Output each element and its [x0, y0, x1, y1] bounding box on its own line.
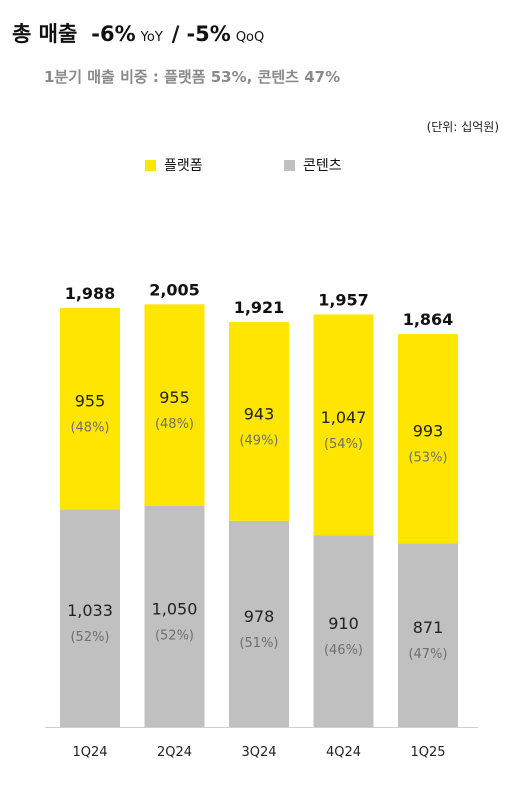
value-label-content-1Q24: 1,033	[67, 601, 113, 620]
x-tick-4Q24: 4Q24	[326, 745, 361, 760]
legend-label-platform: 플랫폼	[164, 158, 203, 174]
pct-label-platform-1Q25: (53%)	[408, 451, 447, 466]
legend-swatch-platform	[145, 159, 156, 171]
pct-label-content-2Q24: (52%)	[155, 628, 194, 643]
pct-label-content-4Q24: (46%)	[324, 643, 363, 658]
bar-platform-4Q24	[313, 314, 374, 536]
value-label-content-2Q24: 1,050	[152, 599, 198, 618]
value-label-content-3Q24: 978	[244, 607, 275, 626]
legend-item-platform: 플랫폼	[145, 155, 203, 175]
pct-label-platform-2Q24: (48%)	[155, 417, 194, 432]
unit-label: (단위: 십억원)	[426, 120, 499, 134]
value-label-platform-2Q24: 955	[159, 388, 190, 407]
pct-label-content-1Q24: (52%)	[70, 630, 109, 645]
value-label-content-4Q24: 910	[328, 614, 359, 633]
x-tick-1Q24: 1Q24	[72, 745, 107, 760]
chart-title: 총 매출 -6% YoY / -5% QoQ	[12, 18, 264, 52]
pct-label-content-3Q24: (51%)	[239, 636, 278, 651]
qoq-value: -5%	[186, 22, 231, 46]
total-label-1Q24: 1,988	[65, 284, 116, 303]
value-label-platform-1Q24: 955	[75, 392, 106, 411]
total-label-3Q24: 1,921	[234, 298, 285, 317]
legend-label-content: 콘텐츠	[303, 158, 342, 174]
legend-item-content: 콘텐츠	[284, 155, 342, 175]
bar-content-3Q24	[229, 520, 289, 727]
value-label-platform-3Q24: 943	[244, 404, 275, 423]
total-label-2Q24: 2,005	[149, 280, 200, 299]
value-label-content-1Q25: 871	[413, 618, 444, 637]
bar-content-1Q25	[398, 543, 458, 727]
total-label-1Q25: 1,864	[403, 310, 454, 329]
pct-label-content-1Q25: (47%)	[408, 647, 447, 662]
bar-platform-1Q25	[398, 334, 458, 544]
value-label-platform-1Q25: 993	[413, 422, 444, 441]
x-tick-2Q24: 2Q24	[157, 745, 192, 760]
bar-content-4Q24	[313, 535, 374, 727]
legend-swatch-content	[284, 159, 295, 171]
bar-content-2Q24	[144, 505, 205, 727]
bar-platform-1Q24	[60, 307, 120, 510]
legend: 플랫폼 콘텐츠	[0, 155, 525, 175]
pct-label-platform-4Q24: (54%)	[324, 437, 363, 452]
total-label-4Q24: 1,957	[318, 290, 369, 309]
bar-platform-2Q24	[144, 304, 205, 506]
bar-content-1Q24	[60, 509, 120, 727]
title-main: 총 매출	[12, 22, 78, 46]
pct-label-platform-1Q24: (48%)	[70, 421, 109, 436]
yoy-label: YoY	[140, 30, 163, 45]
bar-platform-3Q24	[229, 322, 289, 521]
x-tick-3Q24: 3Q24	[241, 745, 276, 760]
x-tick-1Q25: 1Q25	[410, 745, 445, 760]
title-slash: /	[171, 22, 180, 46]
value-label-platform-4Q24: 1,047	[321, 408, 367, 427]
chart-subtitle: 1분기 매출 비중 : 플랫폼 53%, 콘텐츠 47%	[44, 68, 341, 86]
qoq-label: QoQ	[235, 30, 265, 45]
pct-label-platform-3Q24: (49%)	[239, 433, 278, 448]
yoy-value: -6%	[91, 22, 136, 46]
